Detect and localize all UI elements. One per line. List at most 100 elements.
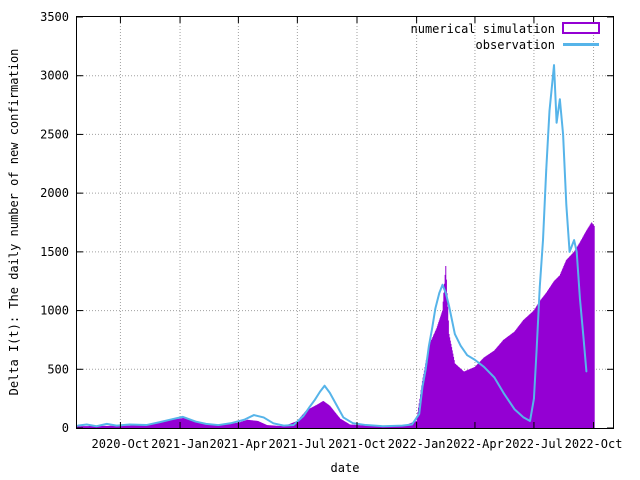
observation-point [365, 424, 367, 426]
observation-point [335, 403, 338, 406]
observation-point [585, 370, 588, 373]
x-tick-label: 2021-Jul [268, 437, 326, 451]
x-tick-label: 2020-Oct [92, 437, 150, 451]
observation-point [454, 333, 456, 335]
observation-point [205, 423, 207, 425]
observation-point [106, 423, 108, 425]
observation-point [438, 292, 441, 294]
observation-point [522, 416, 525, 419]
observation-point [418, 413, 421, 415]
x-tick-label: 2022-Oct [565, 437, 623, 451]
x-tick-label: 2021-Oct [328, 437, 386, 451]
observation-point [421, 386, 424, 388]
y-tick-label: 3500 [40, 10, 69, 24]
y-tick-label: 1000 [40, 304, 69, 318]
y-tick-label: 2000 [40, 186, 69, 200]
y-tick-label: 1500 [40, 245, 69, 259]
x-tick-label: 2021-Jan [151, 437, 209, 451]
observation-point [568, 251, 571, 253]
observation-point [535, 350, 538, 353]
observation-point [188, 418, 190, 420]
x-tick-label: 2022-Jul [505, 437, 563, 451]
observation-point [328, 391, 331, 394]
observation-point [243, 418, 246, 421]
observation-point [538, 286, 541, 288]
observation-point [308, 406, 311, 408]
observation-point [575, 251, 578, 253]
simulation-series [77, 222, 595, 428]
legend-label-observation: observation [476, 38, 555, 52]
y-tick-label: 3000 [40, 69, 69, 83]
observation-point [217, 424, 220, 426]
x-axis: 2020-Oct 2021-Jan 2021-Apr 2021-Jul 2021-Oct… [92, 17, 623, 451]
observation-point [323, 384, 326, 387]
legend: numerical simulation observation [411, 22, 600, 52]
observation-point [434, 307, 437, 310]
observation-point [319, 390, 321, 393]
observation-series [76, 64, 588, 428]
observation-point [559, 98, 561, 100]
y-tick-label: 0 [62, 421, 69, 435]
x-tick-label: 2021-Apr [209, 437, 267, 451]
observation-point [474, 359, 476, 361]
x-tick-label: 2022-Apr [446, 437, 504, 451]
observation-point [579, 298, 581, 300]
observation-point [352, 422, 354, 425]
observation-point [441, 283, 444, 286]
x-axis-label: date [331, 461, 360, 475]
observation-point [145, 424, 148, 426]
observation-point [555, 121, 558, 124]
y-tick-label: 2500 [40, 127, 69, 141]
observation-point [401, 424, 404, 427]
legend-label-simulation: numerical simulation [411, 22, 556, 36]
observation-point [272, 422, 275, 425]
observation-point [562, 133, 564, 136]
observation-point [128, 423, 131, 426]
observation-point [314, 399, 316, 401]
observation-point [448, 305, 450, 307]
observation-point [502, 391, 505, 394]
observation-point [459, 345, 462, 347]
observation-point [85, 423, 88, 426]
observation-point [466, 354, 468, 356]
observation-point [342, 416, 345, 419]
observation-point [411, 423, 413, 426]
observation-point [382, 425, 384, 428]
observation-point [573, 239, 575, 241]
observation-point [292, 424, 295, 426]
observation-point [444, 292, 447, 294]
observation-point [229, 422, 232, 425]
grid-lines [77, 17, 613, 428]
observation-point [159, 421, 161, 423]
y-axis: 0 500 1000 1500 2000 2500 3000 3500 [40, 10, 613, 435]
observation-point [529, 420, 531, 422]
observation-point [431, 327, 433, 329]
observation-point [76, 424, 79, 427]
x-tick-label: 2022-Jan [388, 437, 446, 451]
observation-point [171, 418, 174, 420]
observation-point [194, 420, 197, 423]
observation-point [428, 345, 430, 347]
observation-point [542, 239, 544, 241]
observation-point [302, 415, 304, 418]
y-axis-label: Delta I(t): The daily number of new conf… [7, 49, 21, 396]
observation-point [115, 424, 118, 427]
observation-point [282, 424, 285, 427]
observation-point [95, 425, 98, 428]
observation-point [548, 110, 551, 112]
observation-point [181, 416, 184, 418]
observation-point [493, 376, 496, 379]
observation-point [513, 408, 516, 411]
observation-point [565, 204, 568, 206]
observation-point [582, 333, 584, 335]
legend-swatch-simulation [562, 22, 600, 34]
observation-point [483, 366, 485, 368]
observation-point [545, 168, 548, 171]
simulation-impulses [77, 222, 595, 428]
y-tick-label: 500 [47, 362, 69, 376]
observation-point [253, 414, 255, 416]
observation-point [262, 416, 265, 419]
observation-point [424, 368, 427, 371]
observation-point [533, 397, 535, 400]
